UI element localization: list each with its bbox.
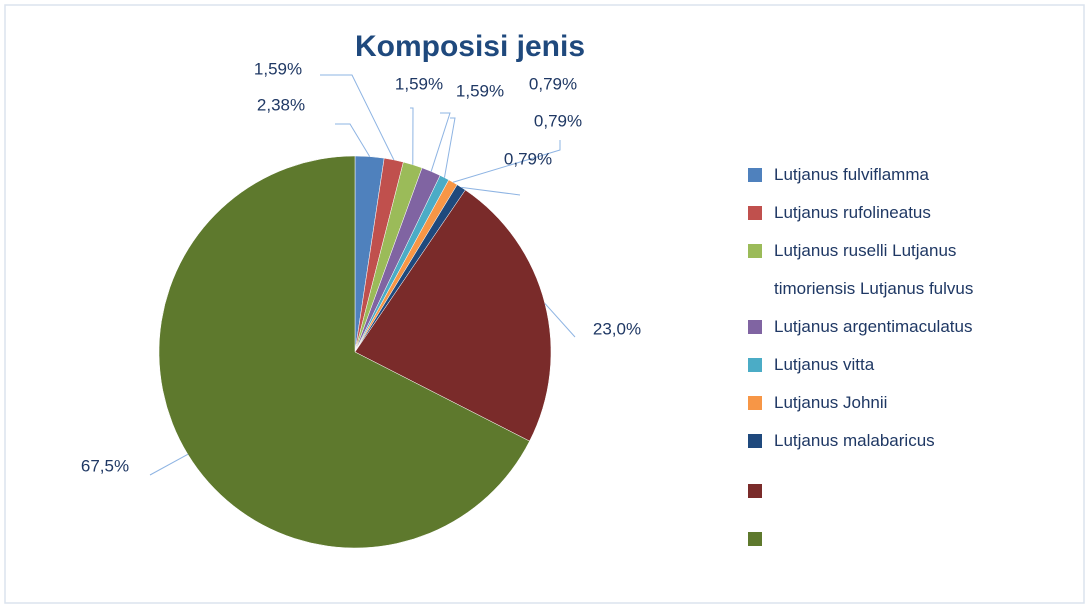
- legend: Lutjanus fulviflamma Lutjanus rufolineatu…: [748, 156, 998, 556]
- legend-item: Lutjanus fulviflamma: [748, 156, 998, 194]
- leader-line: [452, 140, 561, 183]
- legend-label: Lutjanus Johnii: [774, 393, 888, 412]
- legend-item: Lutjanus vitta: [748, 346, 998, 384]
- legend-swatch: [748, 320, 762, 334]
- data-label: 0,79%: [529, 74, 577, 93]
- legend-item: Lutjanus rufolineatus: [748, 194, 998, 232]
- legend-item: [748, 508, 998, 556]
- chart-title: Komposisi jenis: [355, 30, 585, 63]
- chart-border: [4, 4, 1085, 604]
- legend-swatch: [748, 206, 762, 220]
- leader-line: [410, 107, 414, 165]
- data-label: 1,59%: [395, 74, 443, 93]
- legend-swatch: [748, 358, 762, 372]
- legend-label: Lutjanus ruselli Lutjanus timoriensis Lu…: [774, 241, 974, 298]
- data-label: 1,59%: [456, 81, 504, 100]
- leader-line: [443, 117, 456, 178]
- legend-item: Lutjanus Johnii: [748, 384, 998, 422]
- pie-slice: [354, 189, 552, 442]
- legend-swatch: [748, 396, 762, 410]
- legend-item: Lutjanus malabaricus: [748, 422, 998, 460]
- leader-line: [461, 186, 521, 196]
- legend-swatch: [748, 168, 762, 182]
- legend-label: Lutjanus argentimaculatus: [774, 317, 973, 336]
- leader-line: [430, 112, 451, 172]
- leader-line: [335, 123, 371, 157]
- legend-item: Lutjanus ruselli Lutjanus timoriensis Lu…: [748, 232, 998, 308]
- legend-label: Lutjanus rufolineatus: [774, 203, 931, 222]
- leader-line: [320, 74, 395, 161]
- data-label: 0,79%: [504, 149, 552, 168]
- leader-line: [544, 303, 576, 338]
- legend-item: [748, 460, 998, 508]
- legend-item: Lutjanus argentimaculatus: [748, 308, 998, 346]
- legend-label: Lutjanus malabaricus: [774, 431, 935, 450]
- data-label: 1,59%: [254, 59, 302, 78]
- legend-swatch: [748, 532, 762, 546]
- data-label: 0,79%: [534, 111, 582, 130]
- leader-line: [149, 453, 189, 476]
- data-label: 23,0%: [593, 319, 641, 338]
- legend-label: Lutjanus fulviflamma: [774, 165, 929, 184]
- legend-swatch: [748, 434, 762, 448]
- data-label: 2,38%: [257, 95, 305, 114]
- legend-swatch: [748, 244, 762, 258]
- data-label: 67,5%: [81, 456, 129, 475]
- legend-swatch: [748, 484, 762, 498]
- legend-label: Lutjanus vitta: [774, 355, 875, 374]
- pie-slice: [158, 155, 530, 549]
